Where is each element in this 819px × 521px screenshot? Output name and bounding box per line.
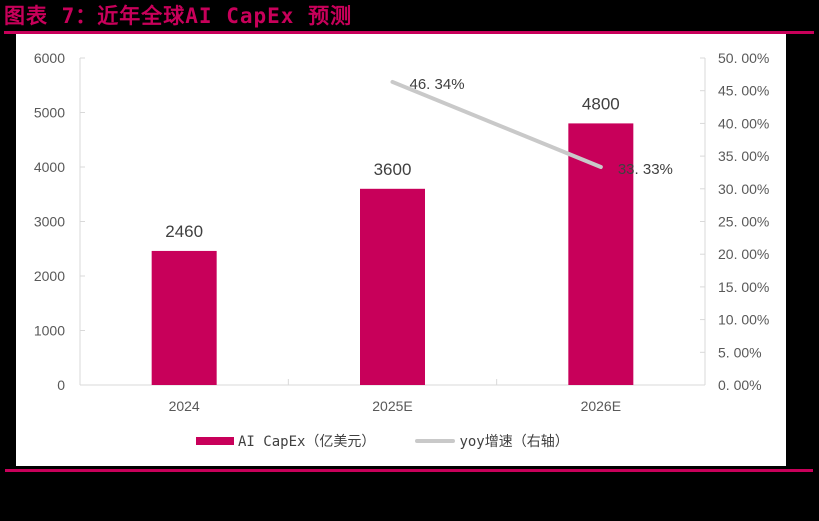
x-axis-category-label: 2025E xyxy=(372,398,412,414)
bottom-divider xyxy=(5,469,813,472)
right-axis-tick-label: 40. 00% xyxy=(718,115,769,131)
bar-value-label: 4800 xyxy=(582,94,620,113)
left-axis-tick-label: 2000 xyxy=(34,268,65,284)
right-axis-tick-label: 5. 00% xyxy=(718,344,762,360)
legend-item-yoy: yoy增速（右轴） xyxy=(415,431,569,451)
left-axis-tick-label: 0 xyxy=(57,377,65,393)
right-axis: 0. 00% 5. 00% 10. 00% 15. 00% 20. 00% 25. 00%… xyxy=(700,50,769,393)
left-axis-tick-label: 6000 xyxy=(34,50,65,66)
right-axis-tick-label: 30. 00% xyxy=(718,181,769,197)
legend-item-capex: AI CapEx（亿美元） xyxy=(196,431,375,451)
line-swatch-icon xyxy=(415,439,456,443)
line-series: 46. 34% 33. 33% xyxy=(390,76,673,178)
bar xyxy=(360,188,425,385)
bar-series: 2460 3600 4800 xyxy=(151,94,634,386)
left-axis-tick-label: 3000 xyxy=(34,214,65,230)
bar-value-label: 3600 xyxy=(374,160,412,179)
right-axis-tick-label: 25. 00% xyxy=(718,214,769,230)
bar xyxy=(151,250,217,385)
left-axis-tick-label: 5000 xyxy=(34,105,65,121)
right-axis-tick-label: 15. 00% xyxy=(718,279,769,295)
right-axis-tick-label: 50. 00% xyxy=(718,50,769,66)
right-axis-tick-label: 35. 00% xyxy=(718,148,769,164)
bar-swatch-icon xyxy=(196,437,234,445)
left-axis-tick-label: 1000 xyxy=(34,323,65,339)
legend: AI CapEx（亿美元） yoy增速（右轴） xyxy=(196,432,609,450)
right-axis-tick-label: 0. 00% xyxy=(718,377,762,393)
legend-label-yoy: yoy增速（右轴） xyxy=(459,434,569,450)
legend-label-capex: AI CapEx（亿美元） xyxy=(238,434,376,450)
left-axis-tick-label: 4000 xyxy=(34,159,65,175)
line-value-label: 46. 34% xyxy=(410,76,465,93)
top-divider xyxy=(4,31,814,34)
figure-title: 图表 7：近年全球AI CapEx 预测 xyxy=(4,4,353,28)
left-axis: 0 1000 2000 3000 4000 5000 6000 xyxy=(34,50,85,393)
line-value-label: 33. 33% xyxy=(618,161,673,178)
x-axis-category-label: 2026E xyxy=(581,398,621,414)
x-axis-category-label: 2024 xyxy=(169,398,200,414)
bar-value-label: 2460 xyxy=(165,222,203,241)
right-axis-tick-label: 10. 00% xyxy=(718,312,769,328)
right-axis-tick-label: 45. 00% xyxy=(718,83,769,99)
right-axis-tick-label: 20. 00% xyxy=(718,246,769,262)
